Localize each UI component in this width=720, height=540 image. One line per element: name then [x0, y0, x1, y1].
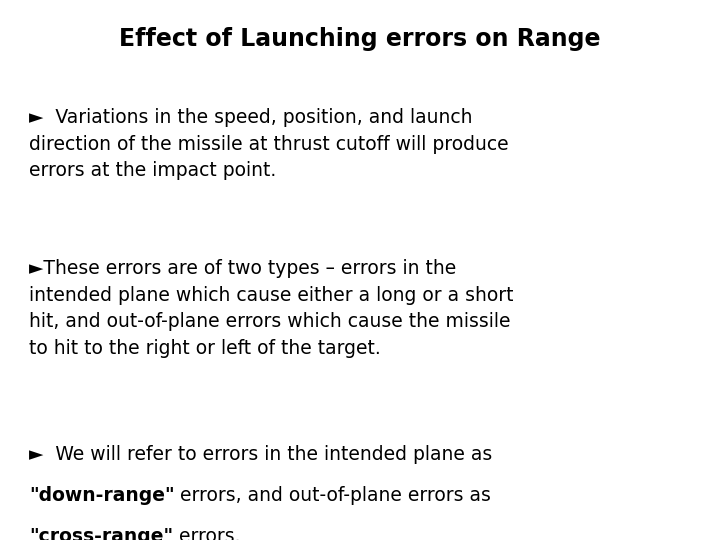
Text: Effect of Launching errors on Range: Effect of Launching errors on Range: [120, 27, 600, 51]
Text: ►  We will refer to errors in the intended plane as: ► We will refer to errors in the intende…: [29, 446, 492, 464]
Text: ►These errors are of two types – errors in the
intended plane which cause either: ►These errors are of two types – errors …: [29, 259, 513, 357]
Text: errors, and out-of-plane errors as: errors, and out-of-plane errors as: [174, 486, 491, 505]
Text: errors.: errors.: [173, 526, 240, 540]
Text: "cross-range": "cross-range": [29, 526, 173, 540]
Text: ►  Variations in the speed, position, and launch
direction of the missile at thr: ► Variations in the speed, position, and…: [29, 108, 508, 180]
Text: "down-range": "down-range": [29, 486, 174, 505]
